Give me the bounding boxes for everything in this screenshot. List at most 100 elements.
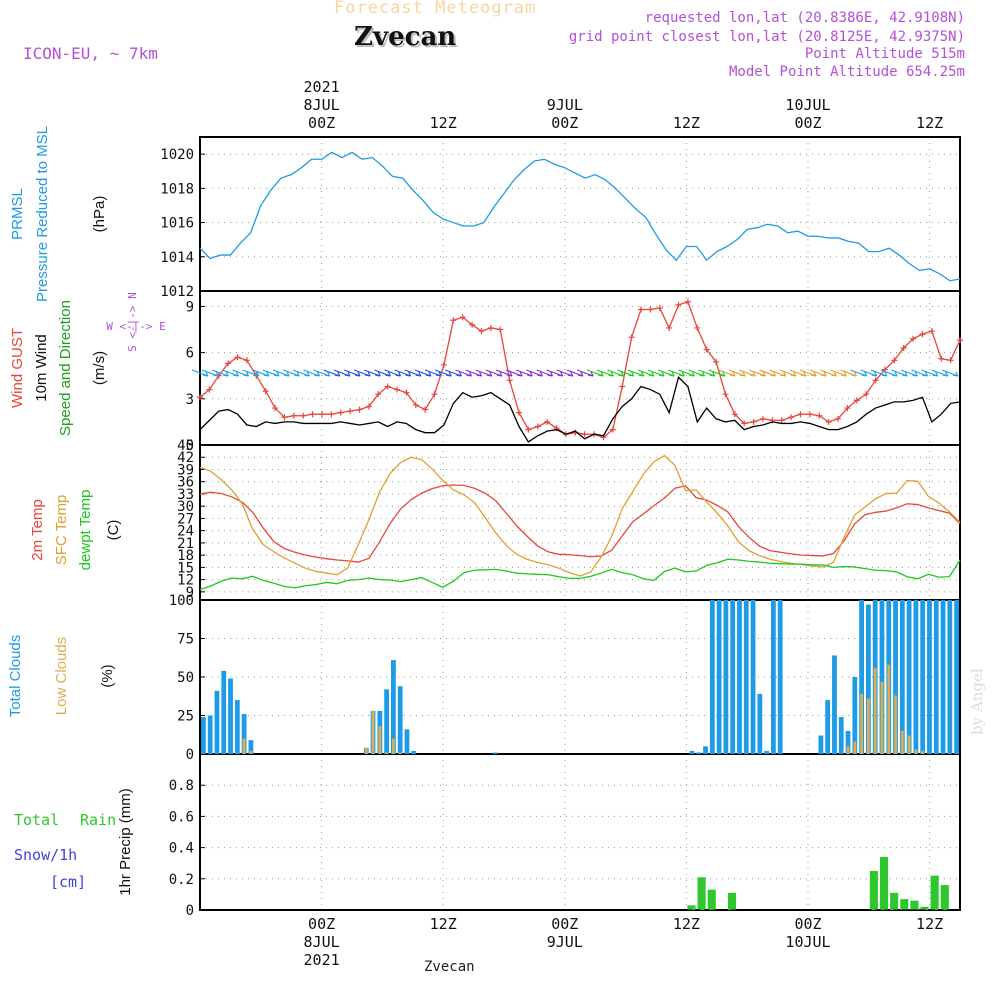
wind-direction-arrow: [191, 369, 209, 377]
total-cloud-bar: [492, 752, 498, 754]
wind-gust-marker: [900, 344, 907, 351]
total-cloud-bar: [845, 730, 851, 754]
wind-gust-marker: [506, 377, 513, 384]
rain-bar: [697, 877, 706, 910]
total-cloud-bar: [750, 600, 756, 754]
wind-gust-marker: [197, 394, 203, 401]
wind-direction-arrow: [738, 369, 756, 377]
top-hour-label: 00Z: [794, 114, 821, 132]
top-day-label: 10JUL: [785, 96, 830, 114]
total-cloud-bar: [397, 686, 403, 754]
total-cloud-bar: [764, 750, 769, 754]
wind-gust-marker: [290, 412, 297, 419]
y-tick-label: 3: [186, 392, 194, 408]
wind-direction-arrow: [901, 369, 918, 377]
y-tick-label: 27: [177, 511, 194, 527]
wind-direction-arrow: [698, 369, 716, 377]
rain-bar: [900, 899, 909, 910]
total-cloud-bar: [743, 600, 749, 754]
low-cloud-bar: [880, 681, 884, 754]
total-cloud-bar: [703, 746, 708, 754]
wind-gust-marker: [788, 414, 795, 421]
low-cloud-bar: [894, 695, 897, 754]
total-cloud-bar: [866, 604, 871, 754]
total-cloud-bar: [920, 600, 926, 754]
wind-direction-arrow: [445, 369, 462, 377]
y-tick-label: 18: [177, 548, 194, 564]
bottom-hour-label: 00Z: [551, 915, 578, 933]
wind-direction-arrow: [576, 369, 594, 377]
wind-gust-marker: [647, 306, 654, 313]
total-cloud-bar: [893, 600, 898, 754]
wind-gust-marker: [619, 383, 626, 390]
wind-direction-arrow: [870, 369, 888, 377]
wind-gust-marker: [797, 411, 804, 418]
bottom-hour-label: 00Z: [308, 915, 335, 933]
y-tick-label: 100: [169, 593, 194, 609]
wind-direction-arrow: [516, 369, 533, 377]
cloud-unit-label: (%): [99, 664, 116, 687]
wind-gust-marker: [731, 411, 738, 418]
y-tick-label: 50: [177, 670, 194, 686]
wind-gust-marker: [440, 361, 447, 368]
wind-gust-marker: [516, 409, 523, 416]
wind-direction-arrow: [272, 369, 290, 377]
wind-gust-marker: [356, 406, 363, 413]
rain-bar: [707, 889, 716, 910]
top-hour-label: 12Z: [916, 114, 943, 132]
rain-bar: [920, 906, 929, 910]
wind-direction-arrow: [455, 369, 473, 377]
wind-direction-arrow: [242, 369, 260, 377]
y-tick-label: 9: [186, 299, 194, 315]
wind-direction-arrow: [931, 369, 949, 377]
rain-bar: [910, 900, 919, 910]
total-cloud-bar: [221, 670, 227, 754]
panel-frame: [199, 290, 961, 446]
wind-direction-arrow: [749, 369, 766, 377]
wind-direction-arrow: [374, 369, 391, 377]
wind-direction-arrow: [820, 369, 837, 377]
wind-direction-arrow: [212, 369, 229, 377]
wind-direction-arrow: [708, 369, 726, 377]
model-label: ICON-EU, ~ 7km: [23, 44, 158, 63]
wind-direction-arrow: [921, 369, 939, 377]
total-cloud-bar: [709, 600, 715, 754]
wind-gust-marker: [581, 431, 588, 438]
wind-gust-marker: [816, 412, 823, 419]
dewpoint-line: [199, 558, 961, 591]
wind-direction-arrow: [911, 369, 929, 377]
rain-bar: [869, 871, 878, 910]
y-tick-label: 0.8: [169, 778, 194, 794]
y-tick-label: 9: [186, 585, 194, 601]
y-tick-label: 12: [177, 573, 194, 589]
pressure-line: [199, 151, 961, 282]
wind-gust-marker: [459, 314, 466, 321]
wind-direction-arrow: [465, 369, 483, 377]
model-altitude: Model Point Altitude 654.25m: [728, 64, 965, 80]
bottom-hour-label: 12Z: [916, 915, 943, 933]
total-cloud-bar: [201, 717, 206, 754]
t2m-line: [199, 484, 961, 563]
wind-gust-marker: [422, 406, 429, 413]
wind-gust-marker: [947, 357, 954, 364]
low-cloud-bar: [392, 738, 395, 754]
wind-10m-label: 10m Wind: [33, 334, 50, 402]
total-cloud-bar: [248, 740, 254, 754]
wind-gust-marker: [703, 346, 710, 353]
wind-direction-arrow: [890, 369, 908, 377]
wind-direction-arrow: [282, 369, 300, 377]
wind-direction-arrow: [293, 369, 310, 377]
t2m-label: 2m Temp: [29, 499, 46, 560]
total-cloud-bar: [838, 717, 844, 754]
footer-location: Zvecan: [424, 959, 475, 975]
wind-direction-arrow: [424, 369, 442, 377]
wind-gust-marker: [694, 324, 701, 331]
wind-gust-marker: [741, 420, 748, 427]
wind-direction-arrow: [323, 369, 341, 377]
y-tick-label: 0: [186, 903, 194, 919]
snow-unit-label: [cm]: [50, 873, 86, 891]
wind-gust-marker: [806, 411, 813, 418]
dew-label: dewpt Temp: [77, 490, 94, 571]
low-cloud-bar: [249, 750, 253, 754]
wind-direction-arrow: [860, 369, 878, 377]
